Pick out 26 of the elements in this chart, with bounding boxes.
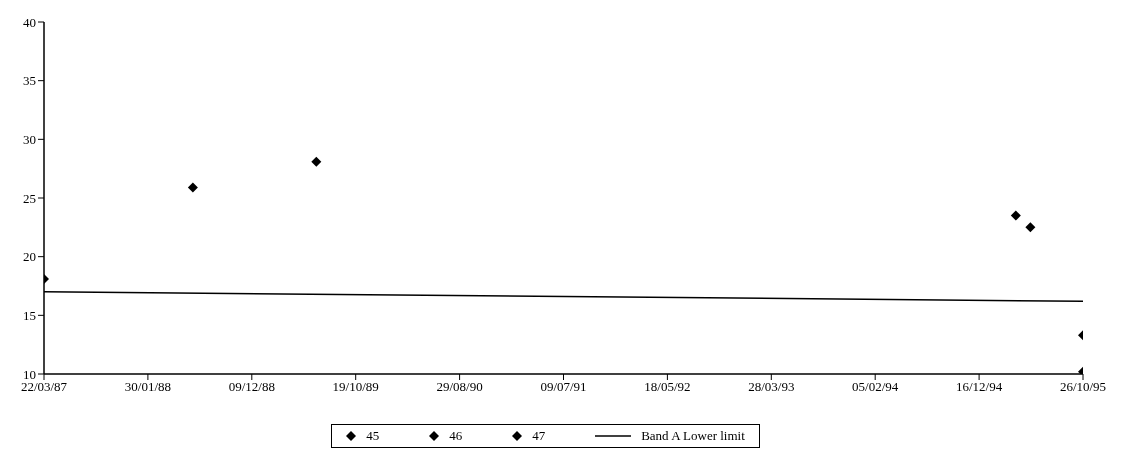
x-tick-label: 05/02/94 bbox=[852, 379, 899, 395]
x-tick-label: 30/01/88 bbox=[124, 379, 172, 395]
y-tick-label: 40 bbox=[23, 14, 36, 30]
y-tick-label: 30 bbox=[23, 131, 36, 147]
x-tick-label: 29/08/90 bbox=[436, 379, 483, 395]
legend-label: Band A Lower limit bbox=[641, 428, 745, 444]
x-tick-label: 26/10/95 bbox=[1059, 379, 1107, 395]
legend-label: 45 bbox=[366, 428, 380, 444]
x-tick-label: 28/03/93 bbox=[748, 379, 795, 395]
y-tick-label: 20 bbox=[23, 249, 36, 265]
y-tick-label: 10 bbox=[23, 366, 36, 382]
y-tick-label: 35 bbox=[23, 73, 36, 89]
point bbox=[187, 182, 198, 193]
legend-label: 46 bbox=[449, 428, 463, 444]
x-tick-label: 16/12/94 bbox=[955, 379, 1003, 395]
x-tick-label: 18/05/92 bbox=[644, 379, 691, 395]
x-tick-label: 19/10/89 bbox=[332, 379, 379, 395]
point bbox=[1010, 210, 1021, 221]
x-tick-label: 09/12/88 bbox=[228, 379, 275, 395]
y-tick-label: 25 bbox=[23, 190, 36, 206]
legend-label: 47 bbox=[532, 428, 546, 444]
x-tick-label: 09/07/91 bbox=[540, 379, 587, 395]
x-tick-label: 22/03/87 bbox=[20, 379, 68, 395]
point bbox=[311, 156, 322, 167]
point bbox=[1025, 222, 1036, 233]
y-tick-label: 15 bbox=[23, 307, 36, 323]
